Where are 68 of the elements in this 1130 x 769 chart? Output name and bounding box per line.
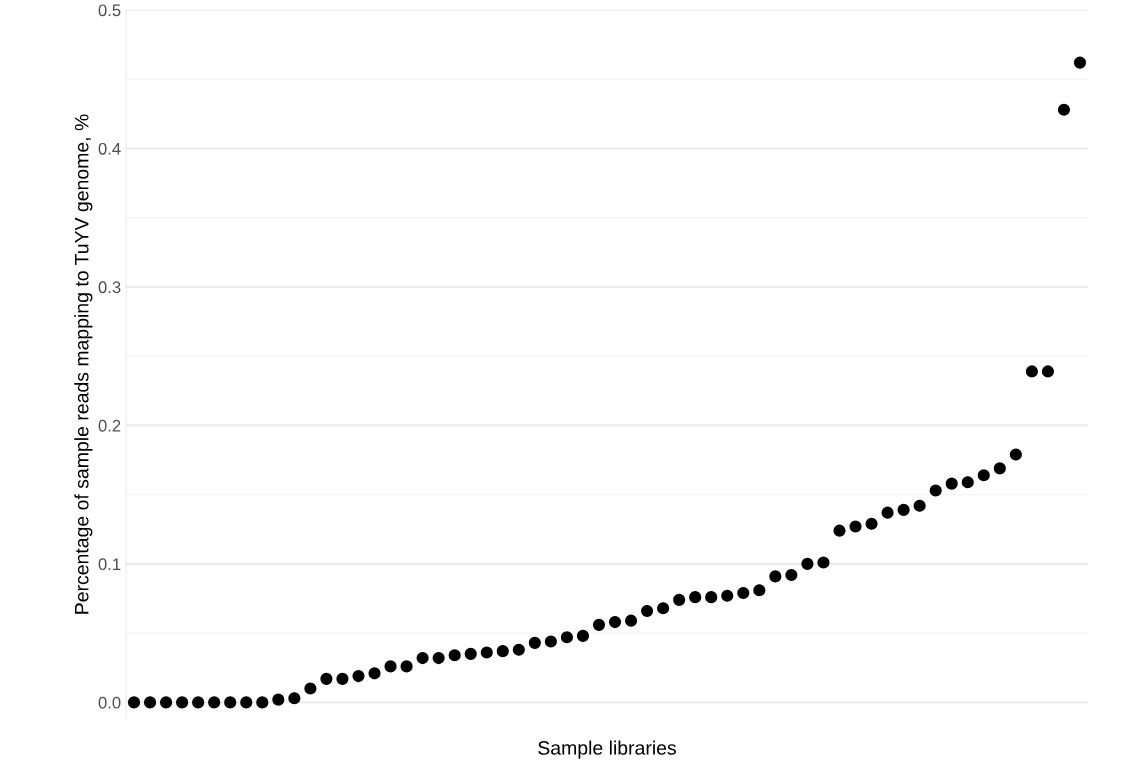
y-tick-label: 0.5 xyxy=(98,4,121,17)
point xyxy=(560,631,573,644)
point xyxy=(721,589,734,602)
point xyxy=(753,584,766,597)
point xyxy=(512,643,525,656)
point xyxy=(1041,365,1054,378)
point xyxy=(192,696,205,709)
point xyxy=(945,477,958,490)
point xyxy=(608,615,622,629)
point xyxy=(224,696,237,709)
point xyxy=(480,646,493,659)
point xyxy=(624,614,638,627)
point xyxy=(384,660,397,673)
point xyxy=(288,692,301,705)
point xyxy=(977,469,990,482)
point xyxy=(1073,56,1087,69)
y-tick-label: 0.4 xyxy=(98,142,121,155)
point xyxy=(913,499,926,512)
point xyxy=(496,645,509,658)
point xyxy=(673,593,686,606)
point xyxy=(368,667,381,680)
point xyxy=(432,651,445,665)
point xyxy=(801,557,814,570)
point xyxy=(897,503,910,516)
point xyxy=(1057,103,1071,116)
point xyxy=(1025,365,1038,378)
point xyxy=(544,635,557,648)
point xyxy=(272,693,285,706)
point xyxy=(849,520,862,533)
x-axis-title: Sample libraries xyxy=(538,740,676,759)
point xyxy=(689,591,702,604)
point xyxy=(641,604,654,618)
point xyxy=(705,591,718,604)
point xyxy=(160,696,173,709)
point xyxy=(208,696,221,709)
point xyxy=(352,669,365,683)
point xyxy=(464,647,477,660)
point xyxy=(1009,448,1022,461)
point xyxy=(320,672,333,685)
y-axis-title: Percentage of sample reads mapping to TuYV genome, % xyxy=(74,114,93,614)
point xyxy=(833,524,846,537)
y-tick-label: 0.0 xyxy=(98,696,121,709)
point xyxy=(448,649,461,662)
point xyxy=(993,462,1006,475)
point xyxy=(929,484,942,497)
point xyxy=(416,651,429,665)
point xyxy=(769,570,782,583)
point xyxy=(256,696,269,709)
point xyxy=(400,660,413,673)
point xyxy=(785,568,798,582)
y-tick-label: 0.2 xyxy=(98,419,121,432)
point xyxy=(592,618,606,631)
point xyxy=(657,602,670,615)
point xyxy=(176,696,189,709)
point xyxy=(865,517,878,530)
point xyxy=(240,696,253,709)
point xyxy=(336,672,349,685)
y-tick-label: 0.3 xyxy=(98,281,121,294)
y-tick-label: 0.1 xyxy=(98,558,121,571)
point xyxy=(881,506,894,519)
point xyxy=(528,636,541,649)
point xyxy=(737,586,750,600)
point xyxy=(961,476,974,489)
point xyxy=(576,629,590,642)
point xyxy=(143,696,157,709)
point xyxy=(127,696,141,709)
point xyxy=(304,682,317,695)
point xyxy=(817,556,830,569)
